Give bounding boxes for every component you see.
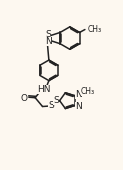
Text: HN: HN: [37, 85, 50, 94]
Text: S: S: [48, 101, 54, 110]
Text: N: N: [75, 102, 82, 111]
Text: N: N: [75, 90, 82, 99]
Text: N: N: [45, 37, 52, 46]
Text: O: O: [20, 94, 27, 103]
Text: CH₃: CH₃: [88, 24, 102, 33]
Text: CH₃: CH₃: [81, 87, 95, 96]
Text: S: S: [53, 96, 59, 105]
Text: S: S: [46, 30, 51, 39]
